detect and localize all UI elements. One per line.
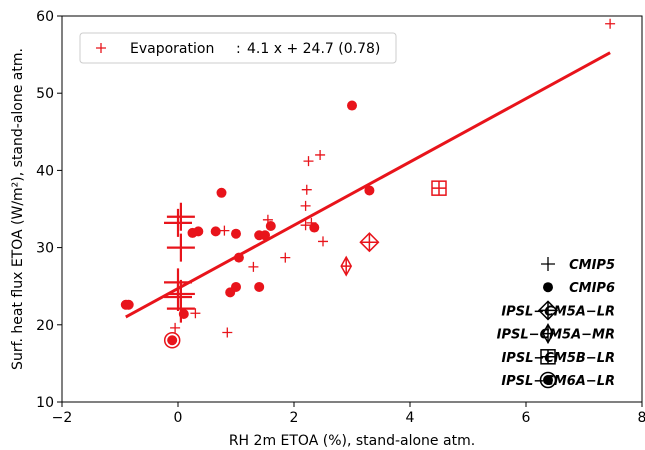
model-legend-label: CMIP6 [569, 281, 615, 296]
model-legend-label: IPSL−CM6A−LR [501, 374, 615, 389]
regression-line [125, 51, 611, 319]
ipsl-cm6a-lr-point [163, 331, 181, 349]
cmip6-point [347, 100, 357, 111]
model-legend-item: CMIP5 [541, 257, 615, 273]
large-plus-marker [164, 283, 192, 312]
x-tick-label: 2 [290, 410, 299, 426]
axis-ticks: −2 0 2 4 6 8 10 20 30 40 50 60 [36, 9, 645, 426]
x-tick-label: −2 [52, 410, 73, 426]
ipsl-cm5b-lr-point [431, 180, 447, 196]
x-tick-label: 8 [638, 410, 645, 426]
y-tick-label: 60 [36, 9, 54, 25]
cmip5-point [300, 220, 311, 231]
cmip6-point [216, 187, 227, 198]
fit-legend-label: Evaporation [130, 41, 214, 57]
y-tick-label: 50 [36, 86, 54, 102]
cmip6-point [120, 299, 131, 310]
legend-square-plus-icon [540, 349, 556, 365]
ipsl-cm5a-lr-point [359, 232, 380, 253]
legend-ring-icon [539, 371, 557, 389]
cmip6-point [254, 281, 265, 292]
cmip5-point [300, 200, 311, 211]
model-legend: CMIP5 CMIP6 IPSL−CM5A−LR IPSL−CM5A−MR IPSL−C… [497, 257, 615, 389]
cmip5-point [219, 225, 230, 236]
cmip5-point [315, 149, 326, 160]
cmip5-point [605, 18, 616, 29]
plot-frame [61, 15, 643, 403]
cmip5-point [170, 322, 181, 333]
cmip5-point [248, 261, 259, 272]
y-tick-label: 40 [36, 163, 54, 179]
fit-legend-colon: : [236, 41, 241, 57]
fit-legend-plus-marker [96, 43, 106, 53]
cmip6-point [265, 220, 276, 231]
y-tick-label: 10 [36, 395, 54, 411]
legend-diamond-plus-icon [537, 300, 559, 321]
y-tick-label: 20 [36, 318, 54, 334]
fit-legend-box [79, 32, 397, 64]
legend-thin-diamond-plus-icon [542, 323, 554, 345]
cmip5-point [190, 308, 201, 319]
large-plus-marker [166, 202, 195, 231]
model-legend-item: IPSL−CM6A−LR [501, 371, 615, 389]
legend-plus-icon [541, 257, 555, 271]
cmip6-point [364, 185, 375, 196]
legend-circle-icon [543, 282, 553, 293]
y-tick-label: 30 [36, 241, 54, 257]
plot-area [120, 18, 616, 349]
x-axis-label: RH 2m ETOA (%), stand-alone atm. [229, 433, 475, 449]
cmip6-point [178, 308, 189, 319]
model-legend-item: CMIP6 [543, 281, 615, 296]
model-legend-label: IPSL−CM5A−LR [501, 304, 615, 319]
model-legend-label: IPSL−CM5B−LR [501, 351, 615, 366]
fit-legend-formula: 4.1 x + 24.7 (0.78) [247, 41, 380, 57]
cmip5-point [318, 236, 328, 247]
large-plus-marker [166, 294, 195, 323]
x-tick-label: 4 [406, 410, 415, 426]
fit-legend: Evaporation : 4.1 x + 24.7 (0.78) [79, 32, 397, 64]
x-tick-label: 0 [174, 410, 183, 426]
y-axis-label: Surf. heat flux ETOA (W/m²), stand-alone… [10, 48, 26, 370]
x-tick-label: 6 [522, 410, 531, 426]
model-legend-item: IPSL−CM5B−LR [501, 349, 615, 366]
cmip5-point [301, 184, 312, 195]
fit-legend-plus-icon [96, 43, 106, 53]
cmip6-point [309, 222, 320, 233]
cmip5-point [303, 156, 314, 167]
model-legend-item: IPSL−CM5A−LR [501, 300, 615, 321]
cmip6-point [225, 287, 236, 298]
cmip5-point [280, 252, 291, 263]
cmip6-point [210, 226, 221, 237]
model-legend-label: CMIP5 [569, 258, 615, 273]
large-plus-marker [164, 208, 192, 237]
model-legend-label: IPSL−CM5A−MR [497, 328, 615, 343]
cmip6-point [233, 252, 244, 263]
cmip6-point [231, 228, 241, 239]
large-plus-marker [166, 233, 195, 262]
model-legend-item: IPSL−CM5A−MR [497, 323, 615, 345]
cmip6-point [260, 230, 270, 241]
cmip5-point [222, 327, 233, 338]
cmip6-point [187, 227, 198, 238]
ipsl-cm5a-mr-point [340, 255, 353, 277]
